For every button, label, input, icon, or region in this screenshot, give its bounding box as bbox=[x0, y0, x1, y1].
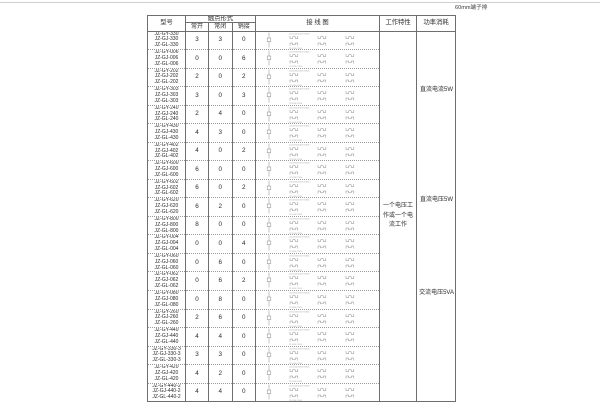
svg-text:11 12 13 14 15 16 17 18 19 20: 11 12 13 14 15 16 17 18 19 20 bbox=[289, 237, 309, 239]
svg-text:1 2 3 4 5 6 7 8 9 10: 1 2 3 4 5 6 7 8 9 10 bbox=[289, 140, 302, 142]
svg-text:1 2 3 4 5 6 7 8 9 10: 1 2 3 4 5 6 7 8 9 10 bbox=[289, 159, 302, 161]
svg-text:11 12 13 14 15 16 17 18 19 20: 11 12 13 14 15 16 17 18 19 20 bbox=[289, 89, 309, 91]
svg-text:1 2 3 4 5 6 7 8 9 10: 1 2 3 4 5 6 7 8 9 10 bbox=[289, 196, 302, 198]
svg-text:1 2 3 4 5 6 7 8 9 10: 1 2 3 4 5 6 7 8 9 10 bbox=[289, 288, 302, 290]
svg-text:1 2 3 4 5 6 7 8 9 10: 1 2 3 4 5 6 7 8 9 10 bbox=[289, 326, 302, 328]
svg-text:11 12 13 14 15 16 17 18 19 20: 11 12 13 14 15 16 17 18 19 20 bbox=[289, 107, 309, 109]
svg-text:11 12 13 14 15 16 17 18 19 20: 11 12 13 14 15 16 17 18 19 20 bbox=[289, 200, 309, 202]
svg-text:1 2 3 4 5 6 7 8 9 10: 1 2 3 4 5 6 7 8 9 10 bbox=[289, 233, 302, 235]
svg-text:1 2 3 4 5 6 7 8 9 10: 1 2 3 4 5 6 7 8 9 10 bbox=[289, 177, 302, 179]
svg-text:1 2 3 4 5 6 7 8 9 10: 1 2 3 4 5 6 7 8 9 10 bbox=[289, 381, 302, 383]
svg-text:11 12 13 14 15 16 17 18 19 20: 11 12 13 14 15 16 17 18 19 20 bbox=[289, 70, 309, 72]
svg-text:1 2 3 4 5 6 7 8 9 10: 1 2 3 4 5 6 7 8 9 10 bbox=[289, 85, 302, 87]
svg-text:11 12 13 14 15 16 17 18 19 20: 11 12 13 14 15 16 17 18 19 20 bbox=[289, 348, 309, 350]
svg-text:1 2 3 4 5 6 7 8 9 10: 1 2 3 4 5 6 7 8 9 10 bbox=[289, 251, 302, 253]
svg-text:11 12 13 14 15 16 17 18 19 20: 11 12 13 14 15 16 17 18 19 20 bbox=[289, 163, 309, 165]
svg-text:1 2 3 4 5 6 7 8 9 10: 1 2 3 4 5 6 7 8 9 10 bbox=[289, 122, 302, 124]
svg-text:1 2 3 4 5 6 7 8 9 10: 1 2 3 4 5 6 7 8 9 10 bbox=[289, 307, 302, 309]
svg-text:11 12 13 14 15 16 17 18 19 20: 11 12 13 14 15 16 17 18 19 20 bbox=[289, 367, 309, 369]
svg-text:1 2 3 4 5 6 7 8 9 10: 1 2 3 4 5 6 7 8 9 10 bbox=[289, 214, 302, 216]
svg-text:11 12 13 14 15 16 17 18 19 20: 11 12 13 14 15 16 17 18 19 20 bbox=[289, 330, 309, 332]
svg-text:11 12 13 14 15 16 17 18 19 20: 11 12 13 14 15 16 17 18 19 20 bbox=[289, 52, 309, 54]
svg-text:1 2 3 4 5 6 7 8 9 10: 1 2 3 4 5 6 7 8 9 10 bbox=[289, 103, 302, 105]
svg-text:11 12 13 14 15 16 17 18 19 20: 11 12 13 14 15 16 17 18 19 20 bbox=[289, 293, 309, 295]
svg-text:11 12 13 14 15 16 17 18 19 20: 11 12 13 14 15 16 17 18 19 20 bbox=[289, 33, 309, 35]
svg-text:11 12 13 14 15 16 17 18 19 20: 11 12 13 14 15 16 17 18 19 20 bbox=[289, 181, 309, 183]
svg-text:11 12 13 14 15 16 17 18 19 20: 11 12 13 14 15 16 17 18 19 20 bbox=[289, 218, 309, 220]
svg-text:11 12 13 14 15 16 17 18 19 20: 11 12 13 14 15 16 17 18 19 20 bbox=[289, 274, 309, 276]
svg-text:11 12 13 14 15 16 17 18 19 20: 11 12 13 14 15 16 17 18 19 20 bbox=[289, 311, 309, 313]
svg-text:1 2 3 4 5 6 7 8 9 10: 1 2 3 4 5 6 7 8 9 10 bbox=[289, 270, 302, 272]
svg-text:1 2 3 4 5 6 7 8 9 10: 1 2 3 4 5 6 7 8 9 10 bbox=[289, 66, 302, 68]
svg-text:11 12 13 14 15 16 17 18 19 20: 11 12 13 14 15 16 17 18 19 20 bbox=[289, 385, 309, 387]
svg-text:1 2 3 4 5 6 7 8 9 10: 1 2 3 4 5 6 7 8 9 10 bbox=[289, 48, 302, 50]
svg-text:11 12 13 14 15 16 17 18 19 20: 11 12 13 14 15 16 17 18 19 20 bbox=[289, 144, 309, 146]
svg-text:1 2 3 4 5 6 7 8 9 10: 1 2 3 4 5 6 7 8 9 10 bbox=[289, 363, 302, 365]
svg-text:11 12 13 14 15 16 17 18 19 20: 11 12 13 14 15 16 17 18 19 20 bbox=[289, 126, 309, 128]
svg-text:1 2 3 4 5 6 7 8 9 10: 1 2 3 4 5 6 7 8 9 10 bbox=[289, 344, 302, 346]
svg-text:11 12 13 14 15 16 17 18 19 20: 11 12 13 14 15 16 17 18 19 20 bbox=[289, 256, 309, 258]
